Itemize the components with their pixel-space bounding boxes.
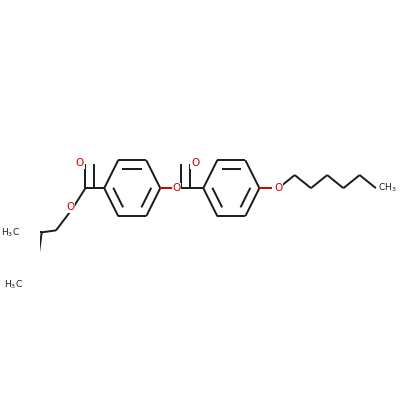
Text: H$_3$C: H$_3$C — [1, 226, 20, 238]
Text: CH$_3$: CH$_3$ — [378, 181, 397, 194]
Text: O: O — [66, 202, 74, 212]
Text: O: O — [274, 183, 282, 193]
Text: O: O — [172, 183, 181, 193]
Text: H$_3$C: H$_3$C — [4, 279, 22, 291]
Text: O: O — [76, 158, 84, 168]
Text: O: O — [191, 158, 199, 168]
